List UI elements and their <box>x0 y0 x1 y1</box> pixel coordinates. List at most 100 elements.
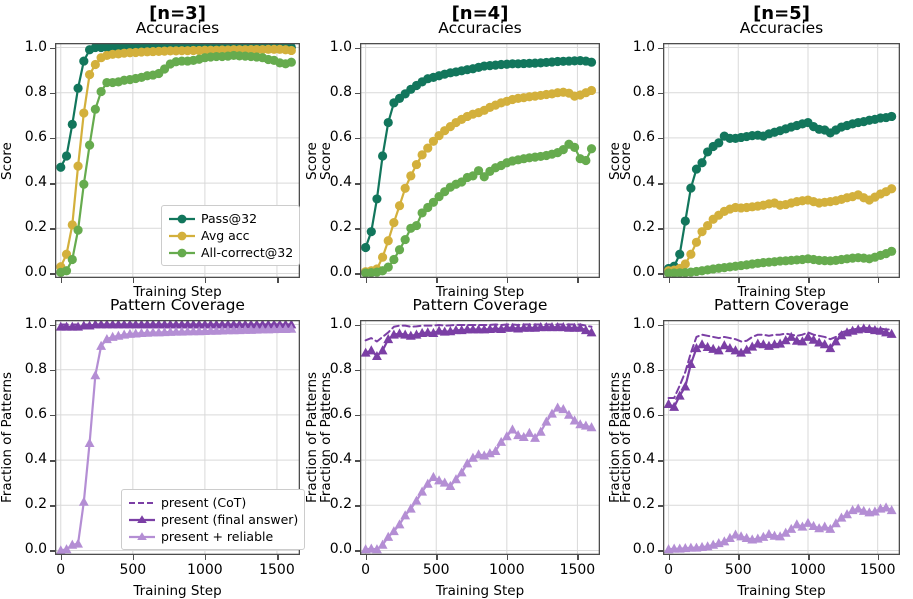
xtick-mark-n5-accuracies-1 <box>738 278 740 283</box>
plot-area-n3-accuracies <box>55 43 300 278</box>
ylabel-n5-accuracies: Score <box>607 141 623 180</box>
ytick-n3-accuracies-0: 0.0 <box>24 264 47 281</box>
series-pass-32 <box>663 111 897 274</box>
xtick-mark-n4-pattern-coverage-2 <box>506 555 509 560</box>
legend-label-1: Avg acc <box>201 228 250 243</box>
ytick-mark-n4-pattern-coverage-1 <box>355 505 360 507</box>
series-present-reliable <box>663 502 897 554</box>
ytick-n3-pattern-coverage-4: 0.8 <box>24 360 47 377</box>
xlabel-n5-accuracies: Training Step <box>737 284 826 300</box>
axes-title-n5-pattern-coverage: Pattern Coverage <box>714 296 849 314</box>
ytick-mark-n4-accuracies-5 <box>355 47 360 50</box>
ytick-mark-n3-pattern-coverage-5 <box>50 324 55 327</box>
ytick-n4-pattern-coverage-2: 0.4 <box>329 451 352 468</box>
xtick-n5-pattern-coverage-1: 500 <box>724 562 752 578</box>
ytick-n4-pattern-coverage-1: 0.2 <box>329 496 352 513</box>
ytick-n3-accuracies-5: 1.0 <box>24 38 47 55</box>
column-title-0: [n=3] <box>149 3 206 24</box>
column-title-2: [n=5] <box>753 3 810 24</box>
xtick-n5-pattern-coverage-2: 1000 <box>790 562 826 578</box>
xtick-mark-n3-pattern-coverage-2 <box>204 555 207 560</box>
ytick-mark-n5-pattern-coverage-4 <box>658 369 663 372</box>
legend-entry-0: Pass@32 <box>167 210 293 227</box>
legend-label-1: present (final answer) <box>161 512 299 527</box>
xtick-n5-pattern-coverage-0: 0 <box>664 562 674 578</box>
legend-pattern-coverage: present (CoT) present (final answer) prese… <box>121 489 306 550</box>
legend-swatch-triangle-icon <box>129 514 155 523</box>
ytick-mark-n3-accuracies-3 <box>50 137 55 140</box>
ytick-mark-n3-accuracies-4 <box>50 92 55 95</box>
plot-svg-n4-pattern-coverage <box>360 320 600 555</box>
ylabel-n3-pattern-coverage: Fraction of Patterns <box>0 371 15 503</box>
ytick-n4-accuracies-0: 0.0 <box>329 264 352 281</box>
xtick-mark-n5-accuracies-2 <box>807 278 810 283</box>
ylabel-right-n3-pattern-coverage: Fraction of Patterns <box>318 371 334 503</box>
xtick-n4-pattern-coverage-2: 1000 <box>488 562 525 578</box>
ylabel-n4-pattern-coverage: Fraction of Patterns <box>304 371 320 503</box>
legend-entry-1: present (final answer) <box>127 511 298 528</box>
xtick-mark-n4-accuracies-0 <box>365 278 368 283</box>
series-present-final-answer- <box>360 322 597 361</box>
axes-title-n5-accuracies: Accuracies <box>739 19 824 37</box>
xlabel-n3-accuracies: Training Step <box>133 284 222 300</box>
legend-entry-1: Avg acc <box>167 227 293 244</box>
ytick-mark-n5-pattern-coverage-3 <box>658 414 663 417</box>
legend-label-2: All-correct@32 <box>201 245 294 260</box>
ytick-n4-accuracies-5: 1.0 <box>329 38 352 55</box>
ytick-n3-pattern-coverage-0: 0.0 <box>24 541 47 558</box>
xtick-mark-n5-pattern-coverage-1 <box>738 555 740 560</box>
xtick-n3-pattern-coverage-2: 1000 <box>187 562 223 578</box>
ytick-mark-n3-accuracies-5 <box>50 47 55 50</box>
axes-title-n3-accuracies: Accuracies <box>135 19 220 37</box>
plot-area-n5-accuracies <box>663 43 900 278</box>
legend-swatch-triangle-icon <box>129 531 155 540</box>
ytick-n3-pattern-coverage-2: 0.4 <box>24 451 47 468</box>
ylabel-n5-pattern-coverage: Fraction of Patterns <box>607 371 623 503</box>
xtick-mark-n5-pattern-coverage-0 <box>668 555 671 560</box>
ytick-n4-accuracies-4: 0.8 <box>329 83 352 100</box>
xtick-mark-n3-accuracies-0 <box>60 278 63 283</box>
xtick-mark-n3-accuracies-2 <box>204 278 207 283</box>
ytick-n3-accuracies-1: 0.2 <box>24 219 47 236</box>
legend-swatch-circle-icon <box>169 248 195 257</box>
xtick-mark-n3-pattern-coverage-1 <box>132 555 135 560</box>
ytick-n4-pattern-coverage-4: 0.8 <box>329 360 352 377</box>
ytick-n4-pattern-coverage-5: 1.0 <box>329 315 352 332</box>
xtick-mark-n5-accuracies-0 <box>668 278 671 283</box>
ytick-mark-n3-pattern-coverage-1 <box>50 505 55 507</box>
xtick-mark-n5-accuracies-3 <box>877 278 880 283</box>
plot-svg-n4-accuracies <box>360 43 600 278</box>
column-title-1: [n=4] <box>451 3 509 24</box>
ytick-n3-accuracies-2: 0.4 <box>24 174 47 191</box>
ytick-n5-accuracies-5: 1.0 <box>632 38 655 55</box>
ytick-n5-pattern-coverage-0: 0.0 <box>632 541 655 558</box>
xtick-n4-pattern-coverage-3: 1500 <box>559 562 596 578</box>
series-all-correct-32 <box>56 50 296 277</box>
ytick-mark-n4-pattern-coverage-5 <box>355 324 360 327</box>
ytick-mark-n4-accuracies-0 <box>355 273 360 276</box>
xtick-mark-n4-pattern-coverage-3 <box>577 555 579 560</box>
ytick-n4-accuracies-3: 0.6 <box>329 128 352 145</box>
xlabel-n5-pattern-coverage: Training Step <box>737 583 826 599</box>
xtick-mark-n3-accuracies-1 <box>132 278 135 283</box>
series-avg-acc <box>361 85 597 277</box>
ytick-n3-accuracies-3: 0.6 <box>24 128 47 145</box>
ytick-mark-n5-accuracies-5 <box>658 47 663 50</box>
ytick-n3-pattern-coverage-3: 0.6 <box>24 405 47 422</box>
xtick-mark-n3-pattern-coverage-3 <box>276 555 279 560</box>
series-all-correct-32 <box>663 246 897 278</box>
ytick-mark-n4-pattern-coverage-0 <box>355 550 360 553</box>
series-pass-32 <box>361 56 597 253</box>
legend-swatch-none-icon <box>129 501 155 504</box>
ytick-mark-n5-accuracies-1 <box>658 228 663 230</box>
xlabel-n4-pattern-coverage: Training Step <box>435 583 525 599</box>
ytick-mark-n4-pattern-coverage-3 <box>355 414 360 417</box>
series-all-correct-32 <box>361 139 597 278</box>
xtick-mark-n5-pattern-coverage-2 <box>807 555 810 560</box>
ytick-n3-pattern-coverage-5: 1.0 <box>24 315 47 332</box>
ytick-mark-n5-pattern-coverage-2 <box>658 460 663 462</box>
xtick-mark-n5-pattern-coverage-3 <box>877 555 880 560</box>
ytick-n4-pattern-coverage-3: 0.6 <box>329 405 352 422</box>
legend-entry-0: present (CoT) <box>127 494 298 511</box>
